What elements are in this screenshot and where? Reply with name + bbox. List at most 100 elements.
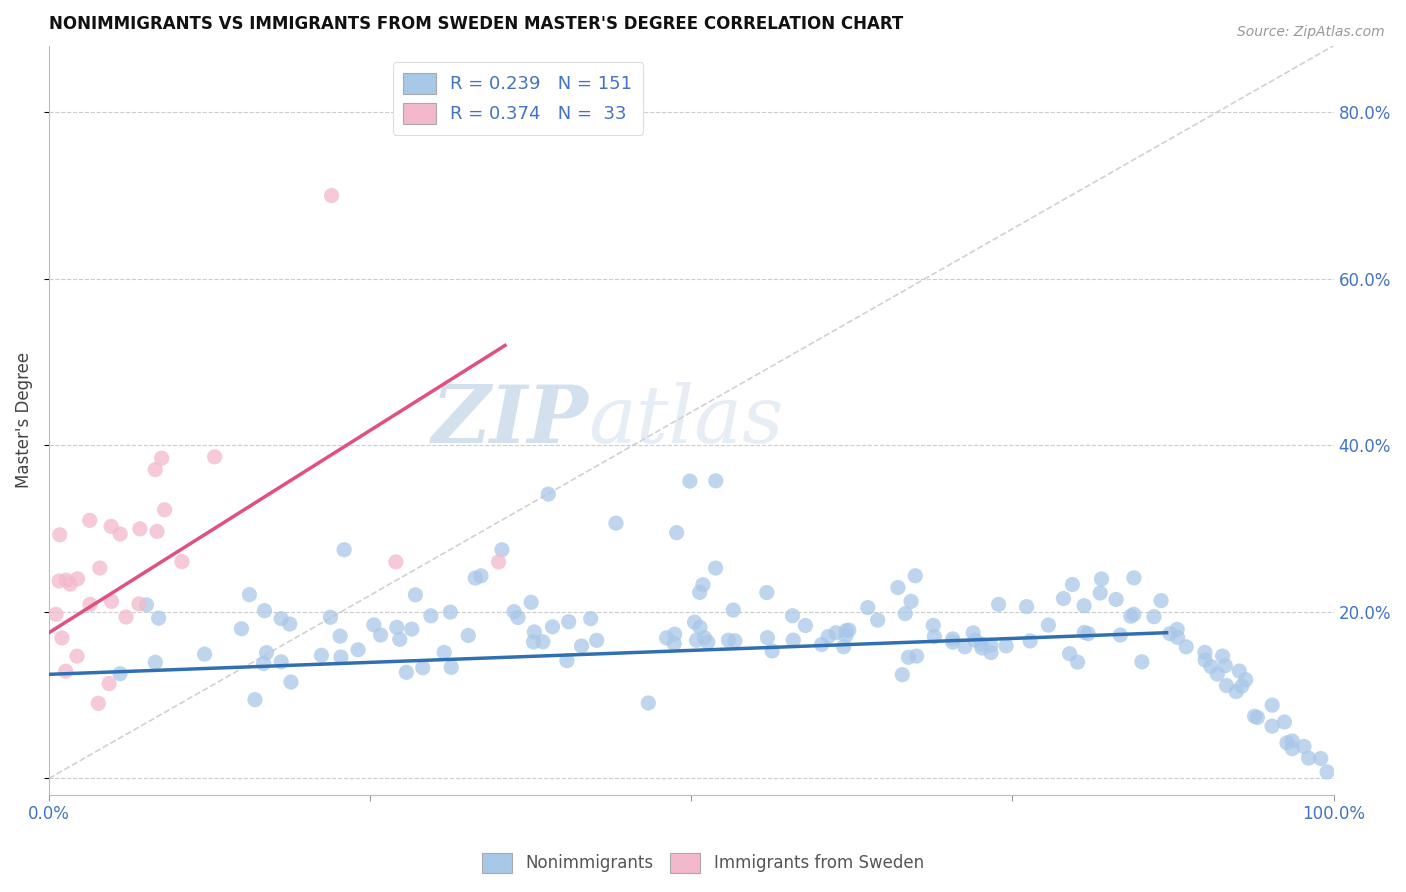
Point [231, 622, 253, 636]
Point [1261, 719, 1284, 733]
Point [204, 450, 226, 464]
Point [135, 598, 157, 612]
Point [679, 474, 702, 488]
Point [79, 513, 101, 527]
Point [942, 632, 965, 646]
Point [150, 451, 173, 466]
Point [520, 595, 543, 609]
Point [541, 620, 564, 634]
Point [1246, 710, 1268, 724]
Point [170, 555, 193, 569]
Point [153, 503, 176, 517]
Point [717, 633, 740, 648]
Legend: Nonimmigrants, Immigrants from Sweden: Nonimmigrants, Immigrants from Sweden [475, 847, 931, 880]
Legend: R = 0.239   N = 151, R = 0.374   N =  33: R = 0.239 N = 151, R = 0.374 N = 33 [392, 62, 643, 135]
Point [1261, 698, 1284, 713]
Point [440, 660, 463, 674]
Point [557, 615, 579, 629]
Point [1038, 618, 1060, 632]
Point [817, 630, 839, 644]
Point [148, 611, 170, 625]
Point [825, 625, 848, 640]
Point [1194, 645, 1216, 659]
Point [347, 642, 370, 657]
Point [1234, 673, 1257, 687]
Y-axis label: Master's Degree: Master's Degree [15, 352, 32, 489]
Point [1062, 577, 1084, 591]
Point [683, 615, 706, 629]
Point [794, 618, 817, 632]
Point [685, 633, 707, 648]
Point [894, 607, 917, 621]
Point [537, 487, 560, 501]
Text: ZIP: ZIP [432, 382, 589, 459]
Point [419, 608, 441, 623]
Point [980, 646, 1002, 660]
Point [385, 555, 408, 569]
Point [385, 620, 408, 634]
Point [531, 634, 554, 648]
Point [270, 655, 292, 669]
Point [1194, 653, 1216, 667]
Point [1281, 741, 1303, 756]
Point [1052, 591, 1074, 606]
Point [1109, 628, 1132, 642]
Point [66, 572, 89, 586]
Point [1130, 655, 1153, 669]
Point [404, 588, 426, 602]
Point [333, 542, 356, 557]
Point [79, 597, 101, 611]
Point [433, 645, 456, 659]
Point [1281, 734, 1303, 748]
Point [1159, 626, 1181, 640]
Point [1088, 586, 1111, 600]
Point [585, 633, 607, 648]
Point [693, 631, 716, 645]
Point [311, 648, 333, 663]
Point [755, 585, 778, 599]
Point [555, 654, 578, 668]
Point [66, 649, 89, 664]
Point [900, 594, 922, 608]
Point [193, 647, 215, 661]
Point [891, 667, 914, 681]
Point [491, 542, 513, 557]
Point [1175, 640, 1198, 654]
Point [704, 474, 727, 488]
Point [1215, 679, 1237, 693]
Point [48, 574, 70, 588]
Point [987, 598, 1010, 612]
Point [963, 633, 986, 648]
Point [506, 610, 529, 624]
Point [457, 628, 479, 642]
Point [692, 578, 714, 592]
Point [253, 657, 276, 671]
Point [1066, 655, 1088, 669]
Point [115, 610, 138, 624]
Point [388, 632, 411, 647]
Point [605, 516, 627, 531]
Point [696, 635, 718, 649]
Point [1309, 751, 1331, 765]
Point [523, 624, 546, 639]
Point [1166, 623, 1188, 637]
Point [1227, 664, 1250, 678]
Point [866, 613, 889, 627]
Point [1073, 625, 1095, 640]
Point [756, 631, 779, 645]
Point [319, 610, 342, 624]
Point [1206, 667, 1229, 681]
Point [439, 605, 461, 619]
Point [59, 577, 82, 591]
Point [664, 637, 686, 651]
Point [724, 633, 747, 648]
Point [1090, 572, 1112, 586]
Point [270, 611, 292, 625]
Point [897, 650, 920, 665]
Point [1213, 658, 1236, 673]
Point [905, 649, 928, 664]
Point [401, 622, 423, 636]
Point [1243, 709, 1265, 723]
Point [904, 568, 927, 582]
Point [470, 569, 492, 583]
